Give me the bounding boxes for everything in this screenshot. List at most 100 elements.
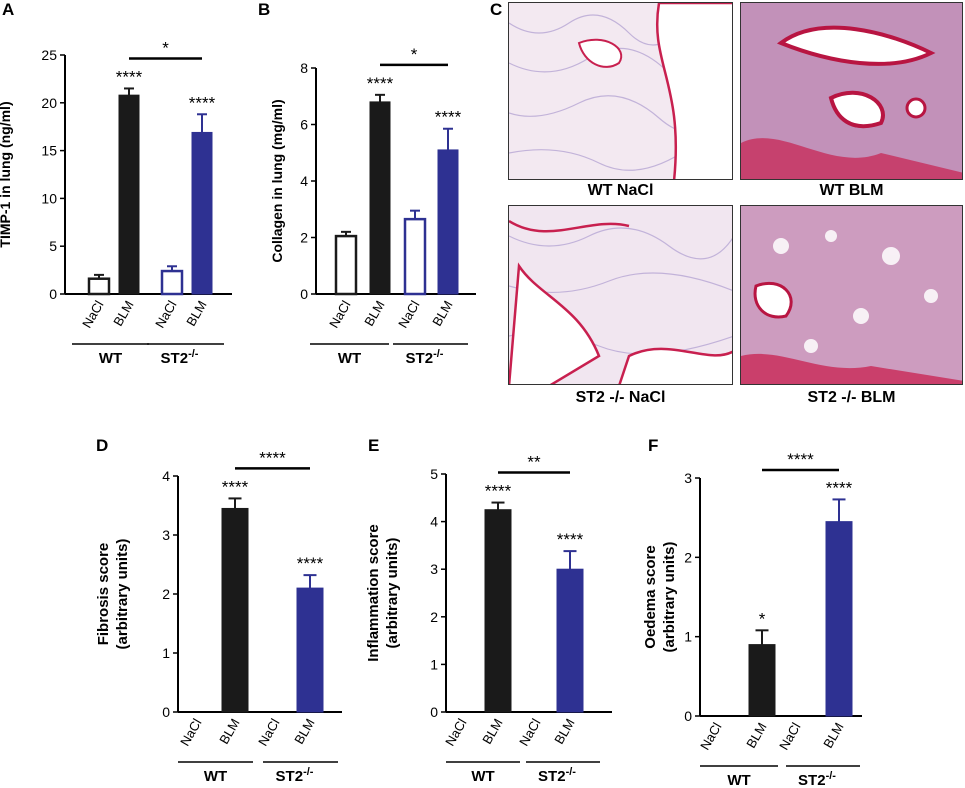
significance-label: **** [297,554,324,573]
significance-label: **** [116,67,143,86]
category-label: NaCl [516,716,543,749]
significance-label: **** [485,482,512,501]
bar [437,149,459,295]
y-axis-label: Fibrosis score [95,543,112,646]
micrograph-wt-blm [740,2,963,180]
lung-tissue-image [741,206,962,384]
group-label-wt: WT [204,768,227,785]
category-label: NaCl [326,298,353,331]
y-tick-label: 0 [430,704,438,720]
panel-letter-b: B [258,0,271,19]
y-tick-label: 0 [300,286,308,302]
category-label: BLM [110,298,136,329]
y-tick-label: 1 [162,645,170,661]
y-tick-label: 2 [430,609,438,625]
comparison-significance: * [411,45,418,64]
category-label: NaCl [79,298,106,331]
bar [825,521,853,717]
bar [118,94,140,295]
group-label-st2: ST2-/- [406,348,444,367]
significance-label: **** [222,477,249,496]
micrograph-caption: ST2 -/- BLM [807,389,896,406]
comparison-significance: * [162,38,169,57]
panel-letter-f: F [648,436,659,455]
y-tick-label: 25 [41,47,57,63]
group-label-wt: WT [727,772,750,788]
lung-tissue-image [509,3,732,179]
bar [369,101,391,295]
lung-tissue-image [509,206,732,384]
category-label: BLM [361,298,387,329]
bar [403,217,427,296]
group-label-st2: ST2-/- [798,770,836,788]
bar [296,587,324,713]
y-axis-label: Inflammation score [365,524,382,662]
y-tick-label: 6 [300,117,308,133]
bar [160,269,184,296]
y-tick-label: 8 [300,60,308,76]
y-tick-label: 3 [162,527,170,543]
category-label: BLM [183,298,209,329]
y-axis-label: TIMP-1 in lung (ng/ml) [0,101,13,247]
bar [556,568,584,713]
comparison-significance: ** [527,453,541,472]
panel-letter-e: E [368,436,380,455]
significance-label: **** [557,530,584,549]
category-label: BLM [743,720,769,751]
y-tick-label: 10 [41,190,57,206]
category-label: BLM [429,298,455,329]
y-tick-label: 20 [41,95,57,111]
y-tick-label: 1 [684,629,692,645]
bar [748,644,776,717]
category-label: NaCl [776,720,803,753]
category-label: BLM [479,716,505,747]
significance-label: * [759,609,766,628]
significance-label: **** [826,478,853,497]
category-label: NaCl [152,298,179,331]
panel-letter-a: A [2,0,15,19]
category-label: BLM [291,716,317,747]
category-label: BLM [216,716,242,747]
micrograph-caption: WT BLM [819,182,884,199]
significance-label: **** [435,108,462,127]
y-axis-label: (arbitrary units) [661,542,678,653]
comparison-significance: **** [259,448,286,467]
y-tick-label: 4 [430,514,438,530]
y-tick-label: 0 [684,708,692,724]
y-tick-label: 4 [300,173,308,189]
category-label: NaCl [395,298,422,331]
category-label: NaCl [177,716,204,749]
y-tick-label: 5 [49,238,57,254]
bar [334,234,358,296]
y-tick-label: 2 [300,230,308,246]
y-tick-label: 0 [49,286,57,302]
micrograph-caption: ST2 -/- NaCl [575,389,666,406]
lung-tissue-image [741,3,962,179]
group-label-st2: ST2-/- [276,766,314,785]
y-axis-label: (arbitrary units) [384,538,401,649]
y-tick-label: 4 [162,468,170,484]
y-tick-label: 5 [430,466,438,482]
significance-label: **** [367,74,394,93]
micrograph-st2-blm [740,205,963,385]
comparison-significance: **** [787,450,814,469]
micrograph-caption: WT NaCl [587,182,654,199]
micrograph-wt-nacl [508,2,733,180]
bar [221,507,249,713]
y-tick-label: 2 [162,586,170,602]
significance-label: **** [189,93,216,112]
group-label-wt: WT [338,350,361,367]
bar [484,509,512,713]
y-axis-label: (arbitrary units) [114,539,131,650]
y-tick-label: 2 [684,549,692,565]
y-tick-label: 1 [430,656,438,672]
bar [191,131,213,295]
y-tick-label: 3 [684,470,692,486]
y-axis-label: Collagen in lung (mg/ml) [269,99,285,262]
y-tick-label: 0 [162,704,170,720]
group-label-st2: ST2-/- [538,766,576,785]
panel-letter-d: D [96,436,109,455]
category-label: NaCl [697,720,724,753]
panel-letter-c: C [490,0,503,19]
